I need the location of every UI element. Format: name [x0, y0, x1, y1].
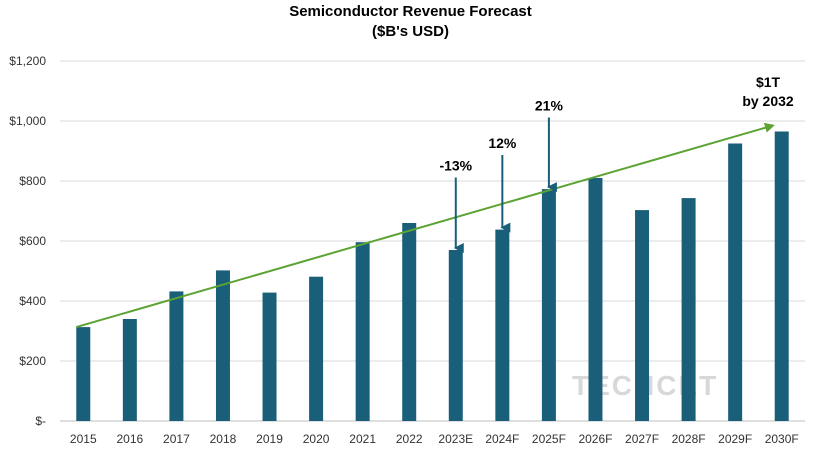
y-tick-label: $200 [19, 354, 46, 368]
trend-arrow [76, 122, 775, 329]
chart-title: Semiconductor Revenue Forecast [289, 3, 532, 20]
bar [774, 131, 789, 421]
x-tick-label: 2029F [718, 432, 752, 446]
x-tick-label: 2018 [210, 432, 237, 446]
x-tick-label: 2030F [765, 432, 799, 446]
bar [355, 242, 370, 421]
bar [169, 291, 184, 421]
bar [122, 319, 137, 421]
x-tick-label: 2028F [672, 432, 706, 446]
y-tick-label: $600 [19, 234, 46, 248]
bar [728, 143, 743, 421]
x-tick-label: 2025F [532, 432, 566, 446]
bar [76, 327, 91, 421]
bar [635, 210, 650, 421]
x-tick-label: 2020 [303, 432, 330, 446]
y-tick-label: $- [35, 414, 46, 428]
callout-line1: $1T [756, 74, 781, 90]
x-tick-label: 2026F [578, 432, 612, 446]
x-tick-label: 2021 [349, 432, 376, 446]
x-tick-label: 2015 [70, 432, 97, 446]
x-tick-label: 2019 [256, 432, 283, 446]
callout-line2: by 2032 [742, 93, 794, 109]
annotation-label: 12% [488, 135, 517, 151]
bar [541, 189, 556, 421]
annotation-label: 21% [535, 98, 564, 114]
x-tick-label: 2027F [625, 432, 659, 446]
bar [681, 198, 696, 421]
x-tick-label: 2022 [396, 432, 423, 446]
y-tick-label: $400 [19, 294, 46, 308]
x-tick-label: 2024F [485, 432, 519, 446]
bar [402, 223, 417, 421]
bar [262, 292, 277, 421]
y-tick-label: $1,200 [9, 54, 46, 68]
x-tick-label: 2023E [438, 432, 473, 446]
bar [588, 178, 603, 421]
bar [309, 276, 324, 421]
x-tick-label: 2017 [163, 432, 190, 446]
x-tick-label: 2016 [116, 432, 143, 446]
y-tick-label: $800 [19, 174, 46, 188]
annotation-label: -13% [439, 158, 472, 174]
bar [495, 229, 510, 421]
bar [215, 270, 230, 421]
chart-subtitle: ($B's USD) [372, 23, 449, 40]
y-tick-label: $1,000 [9, 114, 46, 128]
bar [448, 250, 463, 421]
